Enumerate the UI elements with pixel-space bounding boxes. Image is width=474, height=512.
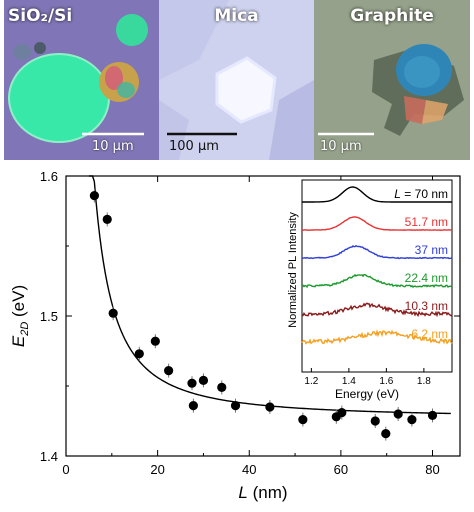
data-point: [427, 410, 438, 420]
pl-spectrum-label: 22.4 nm: [405, 271, 448, 285]
data-point: [230, 401, 241, 411]
pl-spectrum-label-value: = 70 nm: [401, 187, 448, 201]
y-tick-label: 1.4: [40, 449, 58, 464]
pl-spectrum-trace: [301, 302, 453, 318]
y-tick-label: 1.6: [40, 169, 58, 184]
inset-x-tick-label: 1.8: [417, 376, 431, 387]
data-point: [217, 382, 227, 392]
panel-label-graphite: Graphite: [350, 6, 434, 26]
data-point: [407, 415, 417, 425]
pl-spectrum-trace: [301, 244, 453, 260]
pl-spectrum-label: L = 70 nm: [394, 187, 448, 201]
y-axis-label-sub: 2D: [19, 322, 31, 337]
x-axis-label-var: L: [238, 483, 247, 502]
data-points: [89, 188, 438, 441]
inset-x-axis-label: Energy (eV): [335, 387, 399, 401]
data-point: [337, 408, 347, 418]
optical-image-graphite: Graphite 10 µm: [314, 0, 470, 160]
data-point: [381, 429, 391, 439]
optical-image-mica: Mica 100 µm: [159, 0, 314, 160]
data-point: [108, 308, 118, 318]
pl-spectrum-trace: [301, 273, 453, 289]
x-tick-label: 40: [242, 462, 256, 477]
panel-label-mica: Mica: [214, 6, 259, 26]
data-point: [150, 336, 160, 346]
pl-spectrum-label-var: L: [394, 187, 401, 201]
axis-labels: E2D (eV) L (nm): [9, 285, 288, 502]
pl-spectrum-trace: [302, 216, 453, 231]
pl-spectrum-trace: [301, 328, 453, 345]
x-tick-label: 60: [334, 462, 348, 477]
y-tick-label: 1.5: [40, 309, 58, 324]
inset-pl-spectra: 1.2 1.4 1.6 1.8 Energy (eV) Normalized PL Int…: [287, 179, 453, 401]
data-point: [298, 415, 308, 425]
data-point: [187, 378, 197, 388]
inset-y-axis-label: Normalized PL Intensity: [287, 212, 299, 328]
x-tick-label: 80: [425, 462, 439, 477]
pl-spectrum-label: 10.3 nm: [405, 299, 448, 313]
data-point: [370, 416, 380, 426]
data-point: [164, 366, 174, 376]
inset-x-tick-label: 1.4: [342, 376, 356, 387]
y-axis-label-var: E: [9, 335, 28, 347]
data-point: [265, 402, 275, 412]
data-point: [198, 375, 209, 385]
inset-x-tick-label: 1.6: [379, 376, 393, 387]
pl-spectrum-trace: [302, 186, 452, 203]
x-axis-label-unit: (nm): [248, 483, 288, 502]
y-axis-label-unit: (eV): [9, 285, 28, 322]
scale-bar-label-mica: 100 µm: [169, 139, 219, 154]
x-axis-label: L (nm): [238, 483, 287, 502]
y-axis-label: E2D (eV): [9, 285, 31, 347]
inset-x-tick-label: 1.2: [304, 376, 318, 387]
graphite-micrograph: [314, 0, 470, 160]
data-point: [134, 349, 144, 359]
main-scatter-plot: 0 20 40 60 80 1.4 1.5 1.6 E2D (eV) L (nm) 1.2 1.4…: [9, 169, 461, 502]
data-point: [89, 191, 100, 201]
data-point: [393, 409, 403, 419]
scale-bar-label-sio2: 10 µm: [92, 139, 134, 154]
pl-spectrum-label: 51.7 nm: [405, 215, 448, 229]
sio2-micrograph: [4, 0, 159, 160]
pl-spectrum-label: 37 nm: [415, 243, 448, 257]
x-tick-label: 20: [150, 462, 164, 477]
pl-spectrum-label: 6.2 nm: [411, 327, 448, 341]
mica-micrograph: [159, 0, 314, 160]
panel-label-sio2: SiO₂/Si: [8, 6, 73, 26]
data-point: [102, 214, 112, 224]
scale-bar-label-graphite: 10 µm: [320, 139, 362, 154]
x-tick-label: 0: [62, 462, 69, 477]
data-point: [188, 401, 198, 411]
axes: 0 20 40 60 80 1.4 1.5 1.6: [40, 169, 461, 477]
optical-image-sio2: SiO₂/Si 10 µm: [4, 0, 159, 160]
